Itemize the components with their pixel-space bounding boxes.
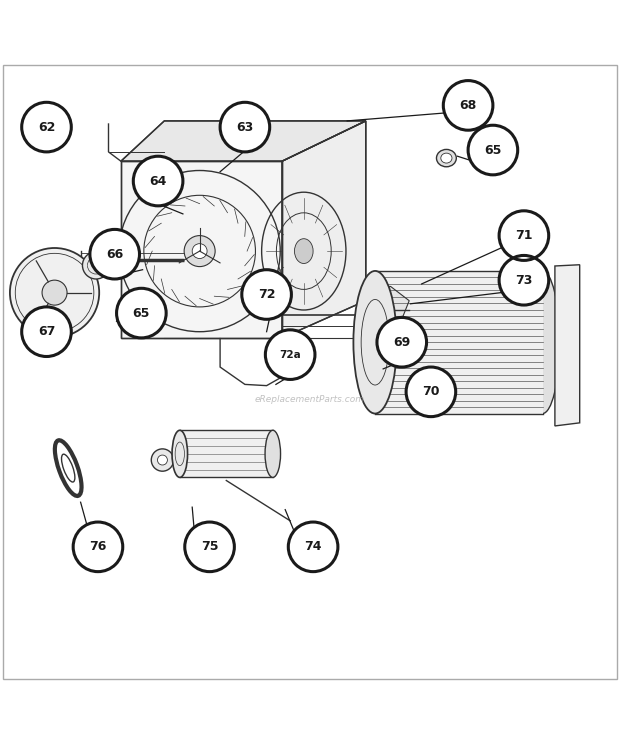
Ellipse shape (265, 430, 280, 478)
Circle shape (117, 288, 166, 338)
Text: 64: 64 (149, 175, 167, 187)
Text: 74: 74 (304, 540, 322, 554)
Text: 67: 67 (38, 325, 55, 339)
Circle shape (192, 244, 207, 258)
Circle shape (406, 367, 456, 417)
Text: 73: 73 (515, 274, 533, 286)
Ellipse shape (526, 271, 559, 414)
Text: 72: 72 (258, 288, 275, 301)
Text: 72a: 72a (279, 350, 301, 359)
Circle shape (443, 80, 493, 130)
Ellipse shape (172, 430, 187, 478)
Circle shape (468, 125, 518, 175)
Text: 69: 69 (393, 336, 410, 349)
Ellipse shape (353, 271, 397, 414)
Text: 66: 66 (106, 248, 123, 260)
Circle shape (499, 255, 549, 305)
Circle shape (242, 269, 291, 319)
Polygon shape (121, 161, 282, 338)
Circle shape (220, 103, 270, 152)
Ellipse shape (294, 239, 313, 263)
Polygon shape (282, 121, 366, 338)
Ellipse shape (436, 150, 456, 167)
Polygon shape (366, 286, 409, 321)
FancyBboxPatch shape (180, 430, 273, 478)
Polygon shape (555, 265, 580, 426)
Circle shape (185, 522, 234, 571)
Text: 75: 75 (201, 540, 218, 554)
Circle shape (151, 449, 174, 471)
Text: 68: 68 (459, 99, 477, 112)
Circle shape (377, 318, 427, 367)
Circle shape (82, 251, 110, 279)
Text: 71: 71 (515, 229, 533, 242)
Circle shape (157, 455, 167, 465)
Text: 63: 63 (236, 121, 254, 134)
Circle shape (288, 522, 338, 571)
Circle shape (22, 103, 71, 152)
Circle shape (184, 236, 215, 266)
Text: 62: 62 (38, 121, 55, 134)
Circle shape (42, 280, 67, 305)
Text: 65: 65 (484, 144, 502, 156)
Circle shape (265, 330, 315, 379)
Ellipse shape (441, 153, 452, 163)
Circle shape (73, 522, 123, 571)
Text: 70: 70 (422, 385, 440, 398)
Circle shape (499, 211, 549, 260)
Text: eReplacementParts.com: eReplacementParts.com (255, 395, 365, 405)
Circle shape (133, 156, 183, 206)
Circle shape (22, 307, 71, 356)
FancyBboxPatch shape (375, 271, 542, 414)
Text: 76: 76 (89, 540, 107, 554)
Polygon shape (121, 121, 366, 161)
Circle shape (90, 229, 140, 279)
Circle shape (10, 248, 99, 337)
Text: 65: 65 (133, 307, 150, 320)
